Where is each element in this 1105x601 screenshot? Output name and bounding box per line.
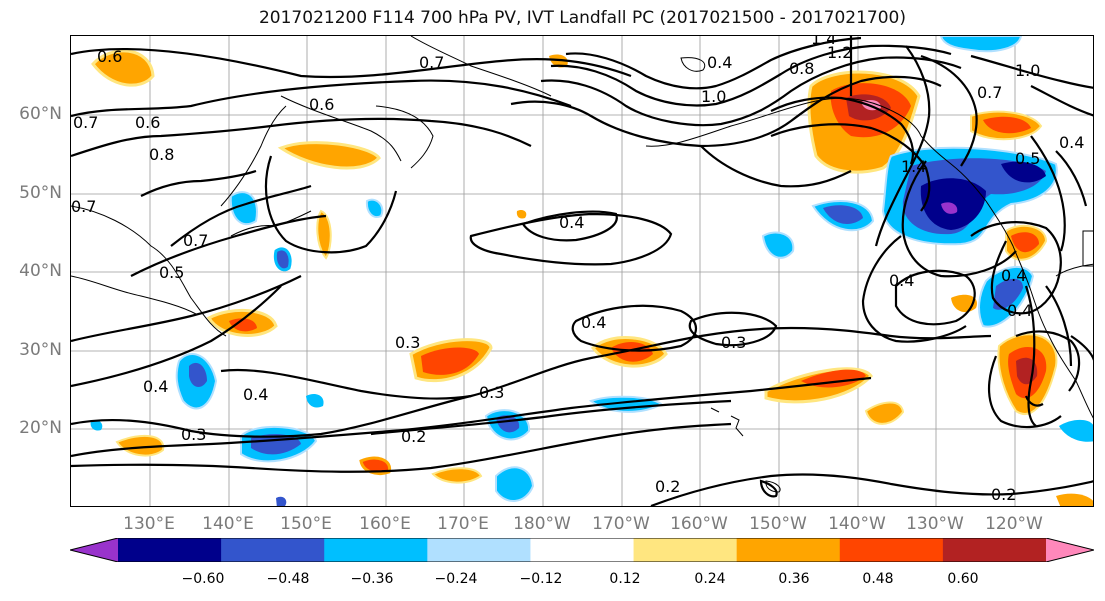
contour-label: 0.4 [1001, 266, 1026, 285]
contour-label: 0.7 [73, 113, 98, 132]
lat-tick-label: 30°N [19, 340, 62, 360]
lon-tick-label: 140°E [202, 514, 254, 534]
colorbar-segment [633, 538, 738, 562]
contour-label: 0.4 [889, 271, 914, 290]
contour-label: 0.6 [309, 95, 334, 114]
contour-label: 0.7 [183, 231, 208, 250]
contour-label: 0.3 [181, 425, 206, 444]
lon-tick-label: 170°W [592, 514, 650, 534]
colorbar-segment [118, 538, 222, 562]
contour-label: 0.5 [1015, 149, 1040, 168]
lon-tick-label: 180°W [513, 514, 571, 534]
chart-title: 2017021200 F114 700 hPa PV, IVT Landfall… [258, 8, 906, 28]
map-svg: 0.6 0.7 0.6 0.7 0.6 0.8 0.7 0.7 0.5 0.4 … [71, 36, 1093, 506]
colorbar-segment [736, 538, 841, 562]
contour-label: 0.4 [143, 377, 168, 396]
lon-tick-label: 150°W [749, 514, 807, 534]
contour-label: 0.6 [97, 47, 122, 66]
contour-label: 0.2 [991, 485, 1016, 504]
contour-label: 0.4 [243, 385, 268, 404]
map-plot-area: 0.6 0.7 0.6 0.7 0.6 0.8 0.7 0.7 0.5 0.4 … [70, 35, 1094, 507]
lon-tick-label: 160°E [359, 514, 411, 534]
colorbar-tick-label: −0.36 [350, 571, 394, 587]
colorbar-segment [427, 538, 531, 562]
contour-label: 1.4 [811, 36, 836, 48]
contour-label: 1.0 [701, 87, 726, 106]
lon-tick-label: 140°W [828, 514, 886, 534]
contour-label: 0.7 [419, 53, 444, 72]
contour-label: 0.2 [401, 427, 426, 446]
contour-label: 0.3 [479, 383, 504, 402]
negative-anomaly-shading [90, 36, 1093, 506]
contour-label: 0.7 [977, 83, 1002, 102]
contour-label: 0.6 [135, 113, 160, 132]
contour-label: 1.0 [1015, 61, 1040, 80]
positive-anomaly-shading [91, 49, 1093, 506]
colorbar-svg [69, 537, 1095, 563]
colorbar-tick-label: −0.48 [266, 571, 310, 587]
colorbar-segment [70, 538, 118, 562]
lon-tick-label: 170°E [437, 514, 489, 534]
contour-label: 1.2 [827, 43, 852, 62]
contour-label: 0.3 [721, 333, 746, 352]
lon-tick-label: 160°W [670, 514, 728, 534]
contour-label: 0.2 [655, 477, 680, 496]
colorbar-segment [221, 538, 325, 562]
gridlines [71, 36, 1093, 506]
colorbar-segment [942, 538, 1047, 562]
contour-labels: 0.6 0.7 0.6 0.7 0.6 0.8 0.7 0.7 0.5 0.4 … [71, 36, 1084, 504]
colorbar-tick-label: 0.24 [694, 571, 726, 587]
colorbar-segment [324, 538, 428, 562]
contour-label: 0.8 [789, 59, 814, 78]
contour-label: 1.4 [901, 157, 926, 176]
colorbar-segment [839, 538, 944, 562]
contour-label: 0.4 [1059, 133, 1084, 152]
colorbar [69, 537, 1095, 563]
colorbar-tick-label: 0.12 [609, 571, 641, 587]
lon-tick-label: 130°E [123, 514, 175, 534]
contour-label: 0.4 [559, 213, 584, 232]
contour-label: 0.8 [149, 145, 174, 164]
colorbar-tick-label: −0.60 [181, 571, 225, 587]
colorbar-tick-label: 0.48 [862, 571, 894, 587]
lat-tick-label: 40°N [19, 261, 62, 281]
contour-label: 0.7 [71, 197, 96, 216]
lon-tick-label: 130°W [906, 514, 964, 534]
colorbar-tick-label: 0.36 [778, 571, 810, 587]
lon-tick-label: 120°W [985, 514, 1043, 534]
contour-label: 0.4 [707, 53, 732, 72]
lon-tick-label: 150°E [280, 514, 332, 534]
contour-label: 0.4 [1007, 301, 1032, 320]
contour-label: 0.3 [395, 333, 420, 352]
colorbar-tick-label: 0.60 [947, 571, 979, 587]
colorbar-tick-label: −0.12 [519, 571, 563, 587]
pv-contours [71, 36, 1093, 506]
colorbar-segment [530, 538, 635, 562]
lat-tick-label: 60°N [19, 104, 62, 124]
colorbar-tick-label: −0.24 [434, 571, 478, 587]
contour-label: 0.5 [159, 263, 184, 282]
colorbar-segment [1046, 538, 1094, 562]
lat-tick-label: 20°N [19, 418, 62, 438]
contour-label: 0.4 [581, 313, 606, 332]
lat-tick-label: 50°N [19, 183, 62, 203]
